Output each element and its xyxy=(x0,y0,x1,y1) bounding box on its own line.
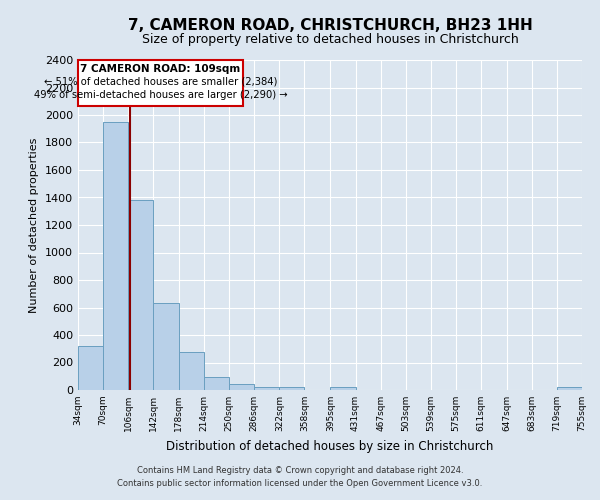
Bar xyxy=(128,200,154,390)
Bar xyxy=(280,387,304,390)
Bar xyxy=(557,387,582,390)
Text: Contains HM Land Registry data © Crown copyright and database right 2024.
Contai: Contains HM Land Registry data © Crown c… xyxy=(118,466,482,487)
Bar xyxy=(254,386,280,390)
X-axis label: Distribution of detached houses by size in Christchurch: Distribution of detached houses by size … xyxy=(166,440,494,452)
Bar xyxy=(154,304,179,390)
Bar xyxy=(103,122,128,390)
Bar xyxy=(179,352,204,390)
FancyBboxPatch shape xyxy=(78,60,243,106)
Y-axis label: Number of detached properties: Number of detached properties xyxy=(29,138,40,312)
Bar xyxy=(229,384,254,390)
Text: Size of property relative to detached houses in Christchurch: Size of property relative to detached ho… xyxy=(142,32,518,46)
Bar xyxy=(204,377,229,390)
Text: 49% of semi-detached houses are larger (2,290) →: 49% of semi-detached houses are larger (… xyxy=(34,90,287,100)
Bar xyxy=(78,346,103,390)
Text: ← 51% of detached houses are smaller (2,384): ← 51% of detached houses are smaller (2,… xyxy=(44,76,277,86)
Bar xyxy=(331,387,356,390)
Text: 7 CAMERON ROAD: 109sqm: 7 CAMERON ROAD: 109sqm xyxy=(80,64,241,74)
Text: 7, CAMERON ROAD, CHRISTCHURCH, BH23 1HH: 7, CAMERON ROAD, CHRISTCHURCH, BH23 1HH xyxy=(128,18,532,32)
